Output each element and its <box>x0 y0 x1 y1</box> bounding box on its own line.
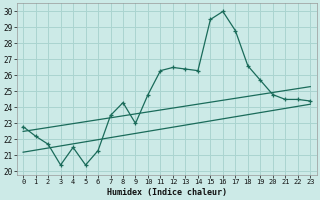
X-axis label: Humidex (Indice chaleur): Humidex (Indice chaleur) <box>107 188 227 197</box>
